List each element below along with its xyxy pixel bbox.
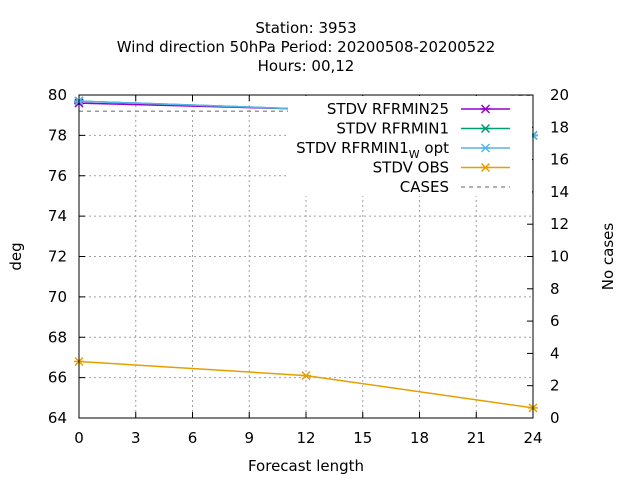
legend-item: STDV OBS <box>373 159 510 177</box>
title-line: Station: 3953 <box>255 19 356 37</box>
legend-label: STDV RFRMIN1 <box>336 120 449 138</box>
legend-item: STDV RFRMIN25 <box>327 100 510 118</box>
ticks: 0 3 6 9 12 15 18 21 2464666870727476788002468101… <box>48 86 569 447</box>
legend-swatch-marker <box>480 104 491 114</box>
y2-axis-label: No cases <box>599 223 617 291</box>
legend-label: CASES <box>400 178 449 196</box>
legend-swatch-marker <box>480 123 491 134</box>
y2-tick-label: 4 <box>550 344 560 362</box>
x-tick-label: 0 <box>74 429 84 447</box>
legend-item: STDV RFRMIN1 <box>336 120 510 138</box>
series-3 <box>74 356 538 413</box>
legend-swatch-marker <box>480 143 491 153</box>
y2-tick-label: 0 <box>550 409 560 427</box>
y-tick-label: 74 <box>48 207 67 225</box>
legend-label-sub: W <box>409 148 420 161</box>
y-tick-label: 80 <box>48 86 67 104</box>
y2-tick-label: 6 <box>550 312 560 330</box>
title-line: Wind direction 50hPa Period: 20200508-20… <box>117 38 496 56</box>
legend-label: STDV RFRMIN25 <box>327 100 449 118</box>
legend-label: STDV OBS <box>373 159 449 177</box>
y-tick-label: 66 <box>48 369 67 387</box>
y2-tick-label: 14 <box>550 183 569 201</box>
y-axis-label: deg <box>7 242 25 270</box>
y2-tick-label: 8 <box>550 280 560 298</box>
legend-swatch-marker <box>480 162 491 173</box>
x-tick-label: 24 <box>523 429 542 447</box>
x-tick-label: 15 <box>353 429 372 447</box>
legend-item: CASES <box>400 178 510 196</box>
legend-label: STDV RFRMIN1W opt <box>296 139 449 161</box>
legend-label-main: STDV RFRMIN1 <box>296 139 409 157</box>
title-line: Hours: 00,12 <box>258 57 355 75</box>
y2-tick-label: 20 <box>550 86 569 104</box>
x-tick-label: 12 <box>296 429 315 447</box>
y-tick-label: 78 <box>48 126 67 144</box>
x-tick-label: 21 <box>467 429 486 447</box>
y2-tick-label: 10 <box>550 248 569 266</box>
legend-background <box>288 96 532 196</box>
y-tick-label: 64 <box>48 409 67 427</box>
data-point <box>301 371 311 381</box>
x-tick-label: 9 <box>244 429 254 447</box>
y-tick-label: 68 <box>48 328 67 346</box>
y-tick-label: 76 <box>48 167 67 185</box>
x-tick-label: 3 <box>131 429 141 447</box>
y2-tick-label: 16 <box>550 151 569 169</box>
legend-label-suffix: opt <box>420 139 449 157</box>
y-tick-label: 70 <box>48 288 67 306</box>
legend-item: STDV RFRMIN1W opt <box>296 139 510 161</box>
x-tick-label: 18 <box>410 429 429 447</box>
y-tick-label: 72 <box>48 248 67 266</box>
y2-tick-label: 12 <box>550 215 569 233</box>
y2-tick-label: 2 <box>550 377 560 395</box>
x-axis-label: Forecast length <box>248 457 364 475</box>
x-tick-label: 6 <box>188 429 198 447</box>
y2-tick-label: 18 <box>550 118 569 136</box>
